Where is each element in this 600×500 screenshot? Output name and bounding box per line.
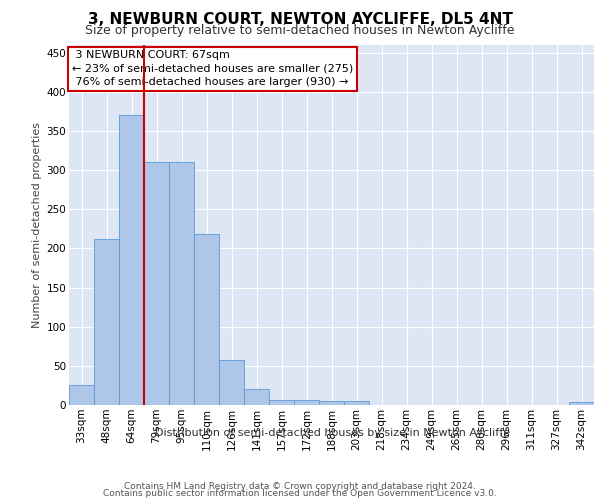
Bar [294,400,319,405]
Text: Size of property relative to semi-detached houses in Newton Aycliffe: Size of property relative to semi-detach… [85,24,515,37]
Bar [119,116,144,405]
Bar [344,401,369,405]
Bar [219,360,244,405]
Bar [194,234,219,405]
Bar [269,400,294,405]
Bar [169,162,194,405]
Text: Distribution of semi-detached houses by size in Newton Aycliffe: Distribution of semi-detached houses by … [155,428,511,438]
Bar [569,402,594,405]
Bar [244,390,269,405]
Text: 3 NEWBURN COURT: 67sqm
← 23% of semi-detached houses are smaller (275)
 76% of s: 3 NEWBURN COURT: 67sqm ← 23% of semi-det… [71,50,353,87]
Bar [319,401,344,405]
Text: 3, NEWBURN COURT, NEWTON AYCLIFFE, DL5 4NT: 3, NEWBURN COURT, NEWTON AYCLIFFE, DL5 4… [88,12,512,28]
Bar [144,162,169,405]
Y-axis label: Number of semi-detached properties: Number of semi-detached properties [32,122,43,328]
Bar [94,239,119,405]
Bar [69,386,94,405]
Text: Contains HM Land Registry data © Crown copyright and database right 2024.: Contains HM Land Registry data © Crown c… [124,482,476,491]
Text: Contains public sector information licensed under the Open Government Licence v3: Contains public sector information licen… [103,489,497,498]
